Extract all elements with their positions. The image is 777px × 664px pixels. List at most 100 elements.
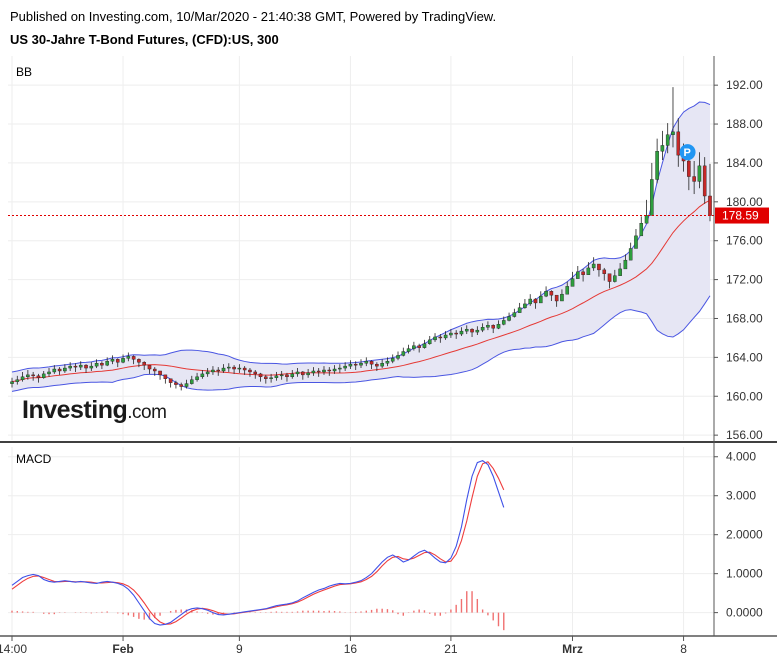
last-price-tag: [715, 207, 769, 224]
candle-body: [623, 259, 628, 270]
candle-body: [301, 371, 305, 376]
candle-body: [438, 336, 443, 339]
candle-body: [597, 263, 601, 271]
candle-body: [369, 361, 374, 365]
candle-body: [634, 235, 638, 249]
candle-body: [52, 368, 57, 373]
candle-body: [26, 374, 30, 378]
price-tick-label: 188.00: [726, 117, 763, 131]
grid: [8, 56, 714, 636]
price-tick-label: 184.00: [726, 156, 763, 170]
candle-body: [417, 345, 421, 348]
candle-body: [338, 367, 342, 370]
candle-body: [348, 363, 353, 367]
candle-body: [306, 372, 310, 376]
candle-body: [353, 363, 358, 366]
candle-body: [195, 376, 199, 380]
candle-body: [20, 376, 25, 380]
candle-body: [295, 371, 300, 375]
candle-body: [665, 134, 670, 146]
x-tick-label: 14:00: [0, 642, 27, 656]
bollinger-bands: [11, 101, 711, 392]
macd-tick-label: 1.0000: [726, 567, 763, 581]
candle-body: [676, 131, 681, 156]
candle-body: [385, 361, 390, 364]
candle-body: [443, 334, 448, 339]
candle-body: [486, 325, 490, 328]
candle-body: [586, 267, 591, 275]
price-tick-label: 160.00: [726, 389, 763, 403]
candle-body: [258, 373, 263, 378]
candle-body: [290, 373, 295, 378]
candle-body: [618, 268, 622, 276]
candle-body: [697, 165, 702, 182]
candle-body: [110, 359, 115, 362]
candle-body: [158, 370, 162, 376]
price-tick-label: 164.00: [726, 350, 763, 364]
macd-pane-label: MACD: [16, 452, 52, 466]
candle-body: [549, 291, 554, 296]
published-line: Published on Investing.com, 10/Mar/2020 …: [10, 9, 497, 24]
candle-body: [422, 343, 427, 348]
candle-body: [449, 332, 453, 336]
candle-body: [528, 298, 532, 305]
candles: [10, 87, 712, 391]
price-tick-label: 176.00: [726, 234, 763, 248]
candle-body: [190, 379, 194, 384]
candle-body: [211, 369, 215, 373]
candle-body: [702, 165, 707, 197]
candle-body: [89, 365, 94, 369]
macd-tick-label: 3.000: [726, 489, 756, 503]
candle-body: [316, 370, 321, 373]
x-tick-label: Feb: [112, 642, 133, 656]
bb-pane-label: BB: [16, 65, 32, 79]
candle-body: [269, 377, 273, 379]
candle-body: [375, 363, 379, 367]
candle-body: [644, 215, 649, 224]
candle-body: [31, 374, 35, 377]
candle-body: [359, 363, 363, 366]
candle-body: [174, 382, 178, 385]
candle-body: [560, 293, 564, 302]
candle-body: [163, 374, 168, 379]
candle-body: [464, 328, 469, 332]
candle-body: [179, 384, 183, 387]
candle-body: [581, 271, 585, 275]
candle-body: [327, 369, 332, 372]
candle-body: [427, 339, 432, 344]
candle-body: [454, 332, 458, 335]
x-tick-label: Mrz: [562, 642, 583, 656]
candle-body: [84, 364, 88, 369]
chart-title: US 30-Jahre T-Bond Futures, (CFD):US, 30…: [10, 32, 279, 47]
investing-logo: Investing.com: [22, 396, 167, 424]
macd-pane: [11, 460, 505, 631]
x-tick-label: 21: [444, 642, 458, 656]
candle-body: [242, 367, 247, 371]
candle-body: [544, 291, 548, 297]
candle-body: [232, 366, 236, 370]
candle-body: [131, 356, 136, 360]
candle-body: [501, 320, 506, 325]
candle-body: [533, 298, 538, 304]
candle-body: [115, 359, 120, 363]
candle-body: [78, 364, 83, 368]
candle-body: [628, 248, 633, 261]
candle-body: [602, 269, 607, 274]
candle-body: [126, 356, 131, 359]
candle-body: [147, 364, 152, 370]
candle-body: [15, 379, 20, 382]
axes: 178.59 P 192.00 188.00 184.00 180.00 176.00 172…: [0, 56, 777, 656]
candle-body: [68, 365, 72, 369]
candle-body: [539, 295, 543, 304]
candle-body: [57, 368, 62, 372]
candle-body: [412, 345, 416, 349]
candle-body: [364, 361, 369, 364]
candle-body: [279, 374, 284, 377]
candle-body: [253, 371, 258, 375]
candle-body: [200, 373, 205, 378]
band-fill: [12, 102, 710, 392]
x-tick-label: 8: [680, 642, 687, 656]
macd-tick-label: 2.0000: [726, 528, 763, 542]
candle-body: [639, 223, 644, 237]
